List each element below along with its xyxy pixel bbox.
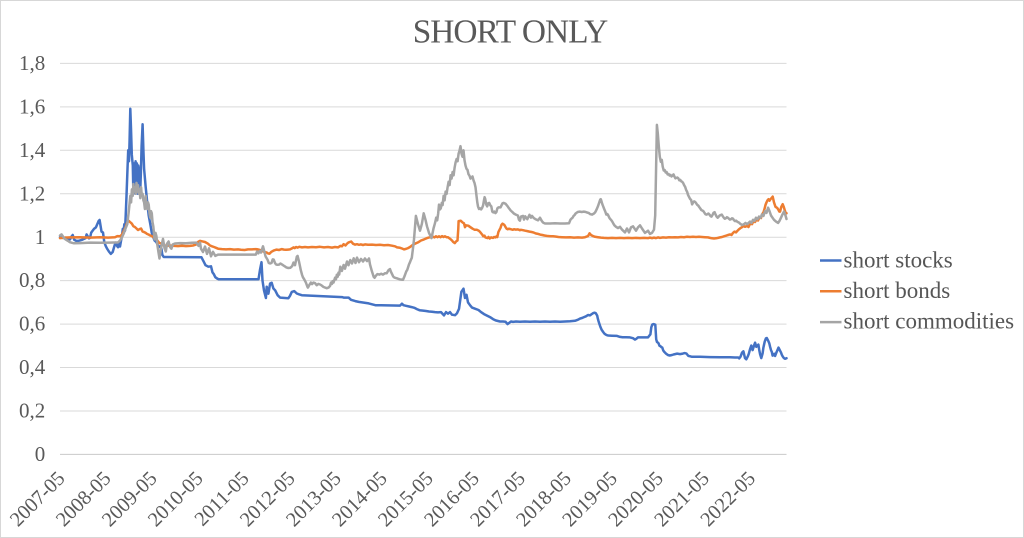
svg-text:1,6: 1,6 (19, 95, 45, 119)
svg-text:short stocks: short stocks (844, 248, 953, 273)
svg-text:0: 0 (35, 442, 46, 466)
svg-text:0,6: 0,6 (19, 312, 45, 336)
svg-text:1,2: 1,2 (19, 181, 45, 205)
svg-text:SHORT ONLY: SHORT ONLY (413, 14, 608, 51)
svg-text:1,4: 1,4 (19, 138, 46, 162)
svg-text:0,2: 0,2 (19, 399, 45, 423)
svg-text:0,4: 0,4 (19, 355, 46, 379)
svg-text:short bonds: short bonds (844, 278, 951, 303)
svg-text:1,8: 1,8 (19, 51, 45, 75)
svg-text:short commodities: short commodities (844, 309, 1015, 334)
svg-text:1: 1 (35, 225, 46, 249)
svg-text:0,8: 0,8 (19, 268, 45, 292)
